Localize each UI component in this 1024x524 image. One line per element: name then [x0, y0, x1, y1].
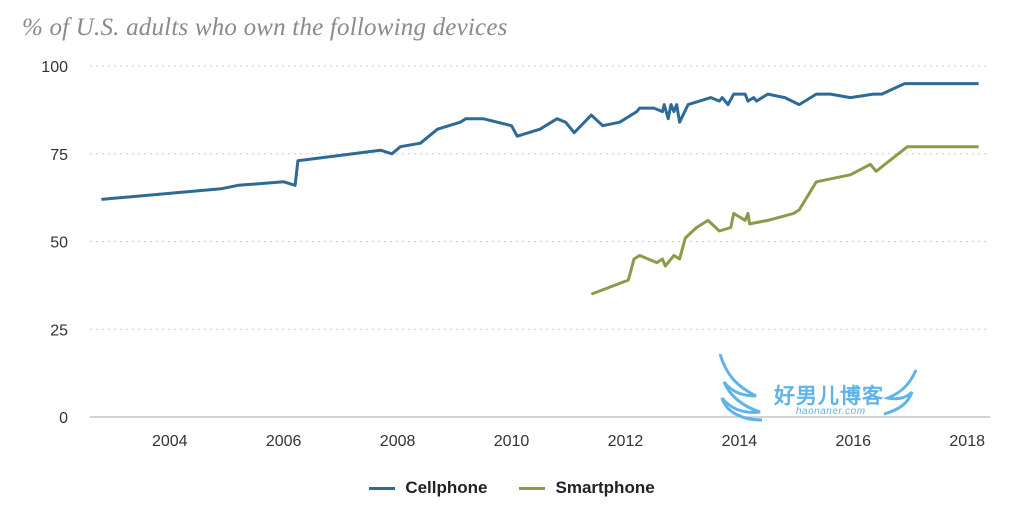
x-tick-label: 2012: [608, 433, 644, 450]
y-tick-label: 50: [50, 235, 68, 252]
series-line-cellphone: [101, 82, 979, 201]
legend: Cellphone Smartphone: [0, 478, 1024, 498]
x-tick-label: 2006: [266, 433, 302, 450]
gridlines: [90, 65, 990, 330]
x-tick-label: 2010: [494, 433, 530, 450]
legend-item-smartphone: Smartphone: [519, 478, 655, 498]
x-tick-label: 2018: [949, 433, 985, 450]
x-axis-ticks: 2004 2006 2008 2010 2012 2014 2016 2018: [152, 433, 985, 450]
x-tick-label: 2016: [835, 433, 871, 450]
series-line-smartphone: [590, 145, 979, 296]
watermark: 好男儿博客 haonaner.com: [712, 352, 924, 422]
y-tick-label: 0: [59, 410, 68, 427]
legend-swatch-smartphone: [519, 486, 546, 490]
series-lines: [101, 82, 979, 296]
wings-logo-icon: [718, 353, 918, 422]
y-tick-label: 25: [50, 322, 68, 339]
legend-label-cellphone: Cellphone: [405, 478, 488, 497]
legend-swatch-cellphone: [369, 486, 396, 490]
x-tick-label: 2008: [380, 433, 416, 450]
y-tick-label: 100: [41, 59, 68, 76]
legend-item-cellphone: Cellphone: [369, 478, 487, 498]
y-axis-ticks: 0 25 50 75 100: [41, 59, 68, 427]
x-tick-label: 2004: [152, 433, 188, 450]
chart-title: % of U.S. adults who own the following d…: [22, 14, 508, 41]
y-tick-label: 75: [50, 147, 68, 164]
watermark-text: 好男儿博客: [774, 385, 884, 408]
watermark-subtext: haonaner.com: [796, 406, 866, 417]
legend-label-smartphone: Smartphone: [555, 478, 655, 497]
x-tick-label: 2014: [722, 433, 758, 450]
